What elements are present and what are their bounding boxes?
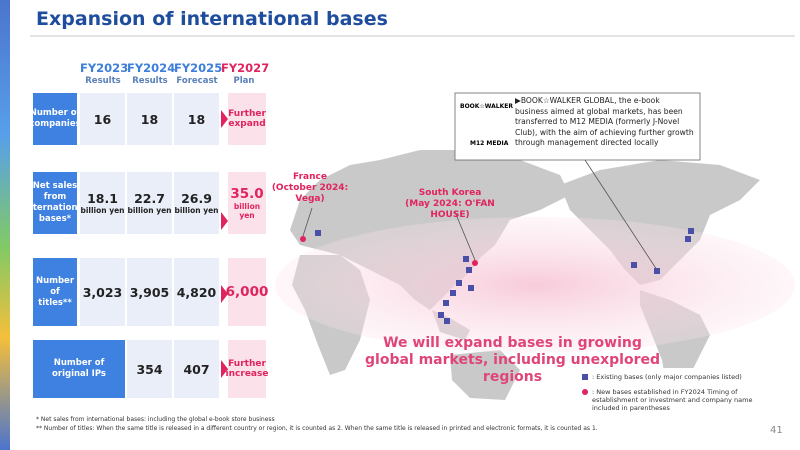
callout-box: [454, 92, 701, 161]
table-cell: Further increase: [225, 340, 269, 398]
legend-entry: : Existing bases (only major companies l…: [592, 373, 742, 381]
message: We will expand bases in growing global m…: [365, 335, 660, 385]
cell-value: 18.1: [87, 191, 118, 206]
row-label: Net sales from international bases*: [24, 172, 86, 234]
cell-value: 407: [183, 361, 210, 377]
table-cell: 26.9 billion yen: [174, 172, 219, 234]
legend-swatch: [582, 389, 588, 395]
footnote: * Net sales from international bases: in…: [36, 416, 275, 423]
callout-text: ▶BOOK☆WALKER GLOBAL, the e-book business…: [515, 96, 694, 147]
column-header: FY2025 Forecast: [174, 61, 223, 88]
legend-entry: : New bases established in FY2024 Timing…: [592, 388, 753, 412]
row-chevrons: [221, 110, 228, 378]
logo: BOOK☆WALKER: [460, 103, 513, 110]
cell-unit: billion yen: [127, 206, 172, 215]
table-cell: Further expand: [228, 93, 266, 145]
row-label: Number of original IPs: [33, 340, 125, 398]
table-cell: 4,820: [174, 258, 219, 326]
year: FY2023: [80, 61, 129, 75]
cell-unit: billion yen: [80, 206, 125, 215]
table-cell: 6,000: [225, 258, 269, 326]
france-label: France (October 2024: Vega): [271, 172, 349, 204]
table-cell: 35.0 billion yen: [228, 172, 266, 234]
column-sub: Results: [132, 76, 168, 86]
column-header: FY2027 Plan: [221, 61, 270, 88]
table-cell: 3,905: [127, 258, 172, 326]
cell-value: 18: [187, 111, 206, 127]
year: FY2024: [127, 61, 176, 75]
table-cell: 354: [127, 340, 172, 398]
new-bases: [300, 236, 478, 266]
logo: M12 MEDIA: [470, 140, 509, 147]
table-cell: 18: [174, 93, 219, 145]
table-cell: 22.7 billion yen: [127, 172, 172, 234]
korea-label: South Korea (May 2024: O'FAN HOUSE): [405, 188, 495, 220]
growth-region: [275, 217, 795, 353]
row-label: Number of companies: [29, 93, 81, 145]
column-header: FY2024 Results: [127, 61, 176, 88]
legend-swatch: [582, 374, 588, 380]
cell-value: 18: [140, 111, 159, 127]
cell-value: 6,000: [225, 284, 269, 300]
cell-value: 35.0: [230, 186, 264, 202]
year: FY2025: [174, 61, 223, 75]
cell-value: 3,905: [129, 284, 170, 300]
column-sub: Results: [85, 76, 121, 86]
footnote: ** Number of titles: When the same title…: [36, 425, 598, 432]
table-cell: 18: [127, 93, 172, 145]
cell-value: Further increase: [225, 359, 269, 379]
cell-value: Further expand: [228, 109, 266, 129]
cell-value: 26.9: [181, 191, 212, 206]
table-cell: 3,023: [80, 258, 125, 326]
column-header: FY2023 Results: [80, 61, 129, 88]
side-strip: [0, 0, 10, 450]
cell-value: 22.7: [134, 191, 165, 206]
leader-lines: [302, 159, 658, 271]
table-cell: 18.1 billion yen: [80, 172, 125, 234]
cell-value: 3,023: [82, 284, 123, 300]
slide-title: Expansion of international bases: [36, 8, 388, 30]
column-sub: Plan: [233, 76, 255, 86]
cell-value: 4,820: [176, 284, 217, 300]
cell-unit: billion yen: [233, 202, 261, 220]
row-label: Number of titles**: [33, 258, 77, 326]
table-cell: 16: [80, 93, 125, 145]
cell-value: 354: [136, 361, 163, 377]
table-cell: 407: [174, 340, 219, 398]
cell-value: 16: [93, 111, 112, 127]
cell-unit: billion yen: [174, 206, 219, 215]
year: FY2027: [221, 61, 270, 75]
legend-box: [578, 368, 778, 412]
page-number: 41: [770, 425, 783, 436]
existing-bases: [315, 228, 694, 324]
column-sub: Forecast: [176, 76, 218, 86]
